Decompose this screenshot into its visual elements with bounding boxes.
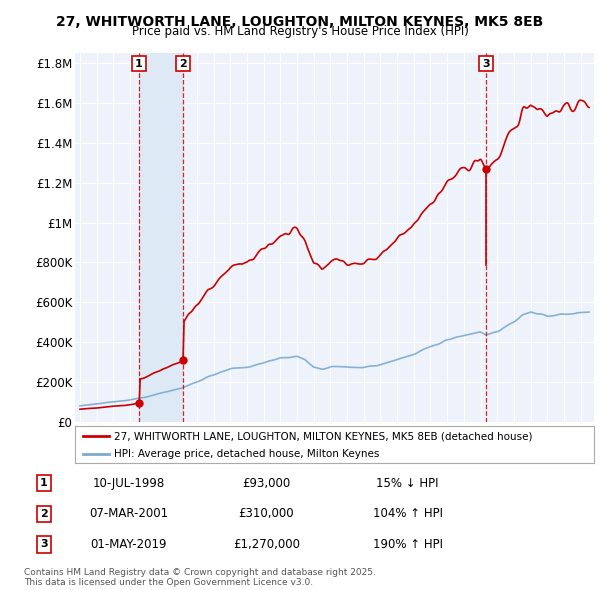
Text: 07-MAR-2001: 07-MAR-2001: [89, 507, 168, 520]
Text: 3: 3: [482, 58, 490, 68]
Text: Contains HM Land Registry data © Crown copyright and database right 2025.
This d: Contains HM Land Registry data © Crown c…: [24, 568, 376, 587]
Text: 2: 2: [179, 58, 187, 68]
Text: 27, WHITWORTH LANE, LOUGHTON, MILTON KEYNES, MK5 8EB: 27, WHITWORTH LANE, LOUGHTON, MILTON KEY…: [56, 15, 544, 29]
Text: £310,000: £310,000: [239, 507, 295, 520]
Text: 1: 1: [135, 58, 143, 68]
Text: £93,000: £93,000: [242, 477, 290, 490]
Text: 3: 3: [40, 539, 47, 549]
Text: Price paid vs. HM Land Registry's House Price Index (HPI): Price paid vs. HM Land Registry's House …: [131, 25, 469, 38]
Text: HPI: Average price, detached house, Milton Keynes: HPI: Average price, detached house, Milt…: [114, 449, 379, 459]
Text: 01-MAY-2019: 01-MAY-2019: [90, 538, 167, 551]
Text: 190% ↑ HPI: 190% ↑ HPI: [373, 538, 443, 551]
Text: 10-JUL-1998: 10-JUL-1998: [92, 477, 164, 490]
Text: £1,270,000: £1,270,000: [233, 538, 300, 551]
Text: 15% ↓ HPI: 15% ↓ HPI: [376, 477, 439, 490]
Text: 27, WHITWORTH LANE, LOUGHTON, MILTON KEYNES, MK5 8EB (detached house): 27, WHITWORTH LANE, LOUGHTON, MILTON KEY…: [114, 431, 532, 441]
Bar: [139, 53, 183, 422]
Text: 1: 1: [40, 478, 47, 489]
Text: 104% ↑ HPI: 104% ↑ HPI: [373, 507, 443, 520]
Text: 2: 2: [40, 509, 47, 519]
